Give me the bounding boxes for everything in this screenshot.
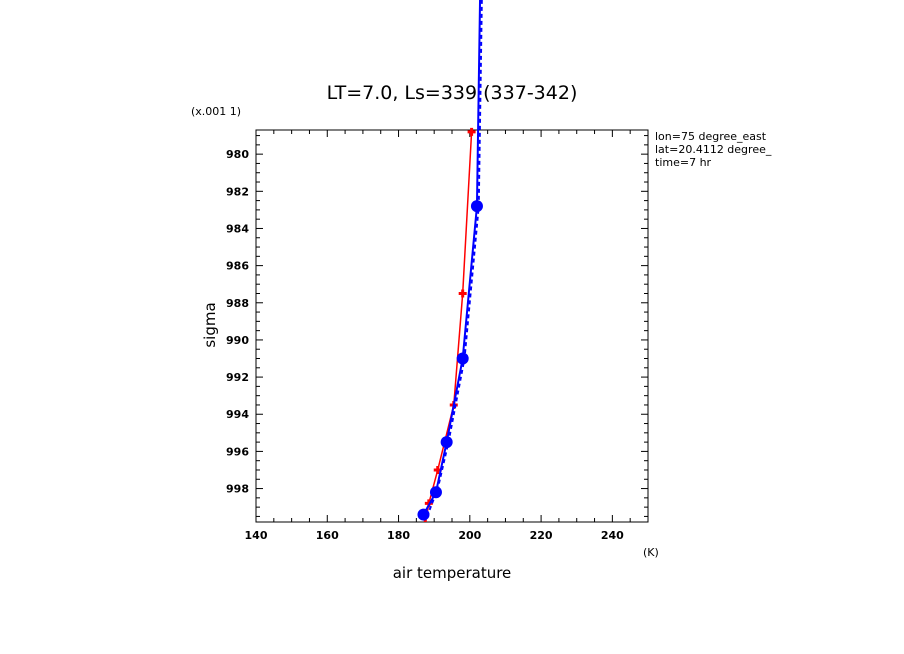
- y-tick-label: 996: [226, 445, 249, 458]
- y-unit-label: (x.001 1): [191, 105, 241, 118]
- y-axis-label: sigma: [201, 302, 219, 347]
- y-tick-label: 990: [226, 334, 249, 347]
- x-tick-label: 160: [316, 529, 339, 542]
- series-line-blue: [422, 0, 482, 516]
- x-tick-label: 140: [245, 529, 268, 542]
- plot-frame: [255, 129, 649, 523]
- y-tick-label: 994: [226, 408, 249, 421]
- data-point-red: [423, 519, 427, 522]
- x-tick-label: 220: [530, 529, 553, 542]
- x-axis-label: air temperature: [393, 564, 512, 582]
- series-line-blue-dashed: [426, 0, 483, 517]
- series-group: [417, 0, 483, 522]
- y-tick-label: 982: [226, 185, 249, 198]
- y-tick-label: 986: [226, 260, 249, 273]
- data-point-blue: [417, 508, 430, 521]
- data-point-blue: [456, 352, 469, 365]
- data-point-blue: [470, 200, 483, 213]
- annotation-time: time=7 hr: [655, 156, 712, 169]
- y-tick-label: 980: [226, 148, 249, 161]
- data-point-red: [458, 289, 467, 298]
- x-unit-label: (K): [643, 546, 659, 559]
- x-tick-label: 240: [601, 529, 624, 542]
- y-tick-label: 988: [226, 297, 249, 310]
- y-tick-label: 984: [226, 222, 249, 235]
- y-tick-label: 992: [226, 371, 249, 384]
- data-point-red: [467, 127, 476, 136]
- annotation-lat: lat=20.4112 degree_: [655, 143, 772, 156]
- x-tick-label: 180: [387, 529, 410, 542]
- x-tick-label: 200: [458, 529, 481, 542]
- annotation-lon: lon=75 degree_east: [655, 130, 767, 143]
- plot-area: 140 160 180 200 220 240 980 982 984 986 988 990 992 9…: [226, 0, 649, 542]
- data-point-blue: [429, 486, 442, 499]
- chart-title: LT=7.0, Ls=339 (337-342): [327, 82, 578, 104]
- y-tick-label: 998: [226, 483, 249, 496]
